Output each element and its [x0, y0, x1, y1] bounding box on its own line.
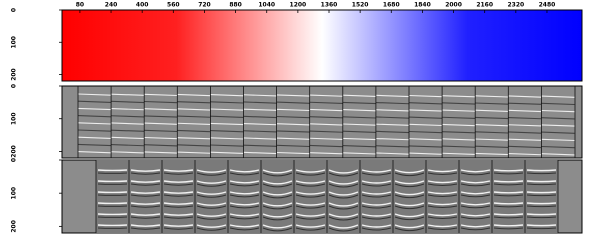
- x-tick-label: 560: [167, 2, 180, 9]
- x-tick-label: 400: [136, 2, 149, 9]
- x-tick-label: 2320: [507, 2, 524, 9]
- y-tick-label: 0: [11, 8, 18, 12]
- figure: 80 240 400 560 720 880 1040 1200 1360 1520 1680 184…: [0, 0, 598, 242]
- x-tick-label: 2160: [476, 2, 493, 9]
- y-tick-label: 200: [11, 145, 18, 158]
- x-tick-label: 2480: [539, 2, 556, 9]
- y-tick-label: 200: [11, 68, 18, 81]
- y-tick-label: 100: [11, 187, 18, 200]
- y-tick-label: 0: [11, 158, 18, 162]
- x-tick-label: 1680: [383, 2, 400, 9]
- x-tick-label: 880: [229, 2, 242, 9]
- event: [527, 192, 556, 193]
- y-tick-label: 100: [11, 36, 18, 49]
- x-tick-label: 240: [105, 2, 118, 9]
- event: [527, 203, 556, 204]
- event: [527, 181, 556, 182]
- x-tick-label: 1200: [290, 2, 307, 9]
- x-tick-label: 2000: [445, 2, 462, 9]
- seismic-panels: [62, 86, 582, 233]
- x-tick-label: 1360: [321, 2, 338, 9]
- x-tick-label: 1040: [258, 2, 275, 9]
- y-tick-label: 0: [11, 84, 18, 88]
- event: [527, 214, 556, 215]
- x-tick-label: 720: [198, 2, 211, 9]
- x-tick-label: 1840: [414, 2, 431, 9]
- color-panel: [62, 10, 582, 81]
- x-tick-label: 80: [76, 2, 84, 9]
- event: [527, 170, 556, 171]
- y-tick-label: 100: [11, 112, 18, 125]
- y-tick-label: 200: [11, 220, 18, 233]
- event: [527, 225, 556, 226]
- x-tick-label: 1520: [352, 2, 369, 9]
